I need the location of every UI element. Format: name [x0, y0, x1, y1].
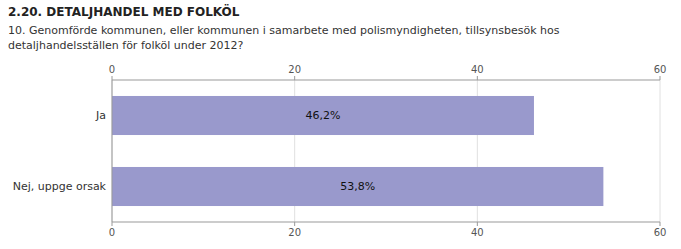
grid-line	[660, 80, 661, 222]
x-axis-line	[112, 222, 660, 223]
tick-label: 20	[288, 64, 301, 75]
x-axis-top: 0 20 40 60	[109, 64, 667, 80]
data-label: 53,8%	[340, 180, 375, 193]
tick-mark	[660, 76, 661, 80]
tick-mark	[477, 76, 478, 80]
tick-label: 60	[654, 227, 667, 238]
chart: 2.20. DETALJHANDEL MED FOLKÖL 10. Genomfö…	[0, 0, 681, 249]
data-label: 46,2%	[306, 109, 341, 122]
tick-mark	[660, 222, 661, 226]
bars	[112, 96, 603, 206]
category-label: Ja	[95, 109, 106, 122]
grid	[112, 80, 660, 222]
subtitle-line: 10. Genomförde kommunen, eller kommunen …	[8, 24, 560, 37]
y-axis-line	[112, 80, 113, 222]
tick-mark	[294, 76, 295, 80]
tick-mark	[112, 222, 113, 226]
tick-label: 20	[288, 227, 301, 238]
title: 2.20. DETALJHANDEL MED FOLKÖL	[8, 4, 240, 19]
x-axis-line	[112, 80, 660, 81]
tick-label: 0	[109, 64, 115, 75]
x-axis-bottom: 0 20 40 60	[109, 222, 667, 238]
tick-label: 60	[654, 64, 667, 75]
tick-mark	[294, 222, 295, 226]
grid-line	[112, 80, 113, 222]
y-axis: Ja Nej, uppge orsak	[13, 80, 112, 222]
tick-mark	[112, 76, 113, 80]
bar	[112, 167, 603, 206]
subtitle-line: detaljhandelsställen för folköl under 20…	[8, 39, 244, 52]
tick-label: 40	[471, 227, 484, 238]
tick-label: 0	[109, 227, 115, 238]
bar	[112, 96, 534, 135]
data-labels: 46,2% 53,8%	[306, 109, 376, 193]
tick-mark	[477, 222, 478, 226]
category-label: Nej, uppge orsak	[13, 180, 107, 193]
subtitle: 10. Genomförde kommunen, eller kommunen …	[8, 24, 560, 52]
tick-label: 40	[471, 64, 484, 75]
